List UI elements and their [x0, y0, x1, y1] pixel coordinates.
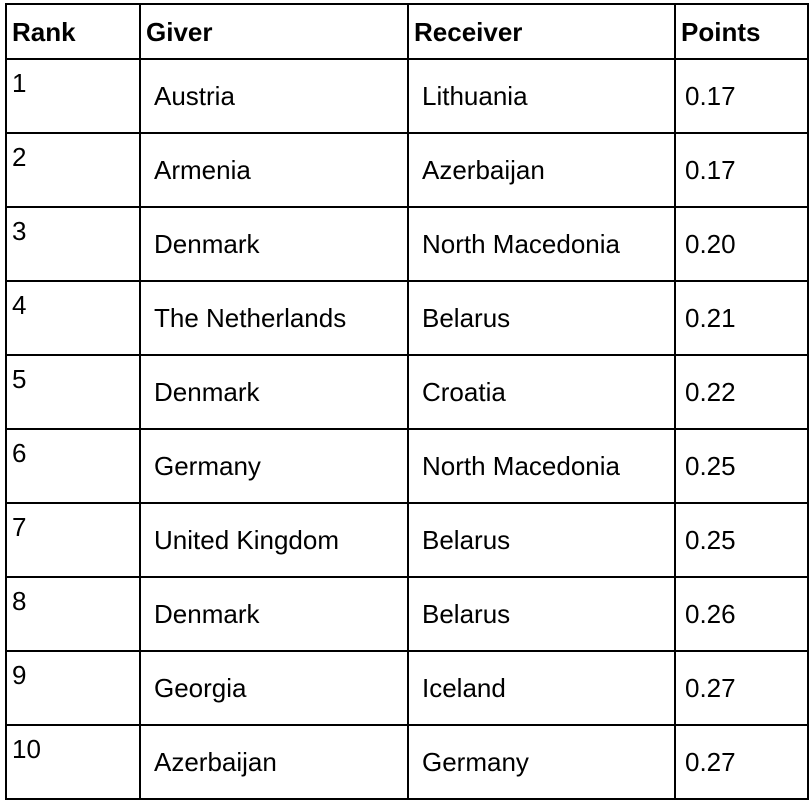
table-body: 1 Austria Lithuania 0.17 2 Armenia Azerb… [5, 58, 809, 800]
receiver-cell: Iceland [407, 650, 676, 726]
points-cell: 0.17 [674, 58, 809, 134]
table-row: 4 The Netherlands Belarus 0.21 [5, 280, 809, 356]
table-row: 8 Denmark Belarus 0.26 [5, 576, 809, 652]
header-rank: Rank [5, 3, 141, 60]
table-row: 2 Armenia Azerbaijan 0.17 [5, 132, 809, 208]
table-row: 5 Denmark Croatia 0.22 [5, 354, 809, 430]
points-cell: 0.26 [674, 576, 809, 652]
giver-cell: Azerbaijan [139, 724, 409, 800]
rank-cell: 1 [5, 58, 141, 134]
header-receiver: Receiver [407, 3, 676, 60]
rank-cell: 5 [5, 354, 141, 430]
giver-cell: Georgia [139, 650, 409, 726]
giver-cell: Denmark [139, 576, 409, 652]
giver-cell: The Netherlands [139, 280, 409, 356]
giver-cell: United Kingdom [139, 502, 409, 578]
table-row: 9 Georgia Iceland 0.27 [5, 650, 809, 726]
rank-cell: 6 [5, 428, 141, 504]
receiver-cell: Lithuania [407, 58, 676, 134]
rank-cell: 2 [5, 132, 141, 208]
points-cell: 0.17 [674, 132, 809, 208]
rank-cell: 3 [5, 206, 141, 282]
rank-cell: 10 [5, 724, 141, 800]
giver-cell: Denmark [139, 354, 409, 430]
points-cell: 0.27 [674, 724, 809, 800]
points-cell: 0.25 [674, 428, 809, 504]
ranking-table: Rank Giver Receiver Points 1 Austria Lit… [5, 3, 809, 800]
points-cell: 0.27 [674, 650, 809, 726]
receiver-cell: Croatia [407, 354, 676, 430]
giver-cell: Germany [139, 428, 409, 504]
giver-cell: Armenia [139, 132, 409, 208]
receiver-cell: Germany [407, 724, 676, 800]
giver-cell: Austria [139, 58, 409, 134]
table-row: 1 Austria Lithuania 0.17 [5, 58, 809, 134]
receiver-cell: Belarus [407, 502, 676, 578]
points-cell: 0.21 [674, 280, 809, 356]
receiver-cell: Belarus [407, 280, 676, 356]
receiver-cell: Azerbaijan [407, 132, 676, 208]
table-row: 6 Germany North Macedonia 0.25 [5, 428, 809, 504]
points-cell: 0.20 [674, 206, 809, 282]
rank-cell: 7 [5, 502, 141, 578]
header-giver: Giver [139, 3, 409, 60]
receiver-cell: North Macedonia [407, 206, 676, 282]
table-row: 10 Azerbaijan Germany 0.27 [5, 724, 809, 800]
rank-cell: 4 [5, 280, 141, 356]
points-cell: 0.22 [674, 354, 809, 430]
rank-cell: 8 [5, 576, 141, 652]
giver-cell: Denmark [139, 206, 409, 282]
receiver-cell: North Macedonia [407, 428, 676, 504]
header-points: Points [674, 3, 809, 60]
header-row: Rank Giver Receiver Points [5, 3, 809, 60]
points-cell: 0.25 [674, 502, 809, 578]
table-row: 7 United Kingdom Belarus 0.25 [5, 502, 809, 578]
table-row: 3 Denmark North Macedonia 0.20 [5, 206, 809, 282]
table-header: Rank Giver Receiver Points [5, 3, 809, 60]
receiver-cell: Belarus [407, 576, 676, 652]
rank-cell: 9 [5, 650, 141, 726]
